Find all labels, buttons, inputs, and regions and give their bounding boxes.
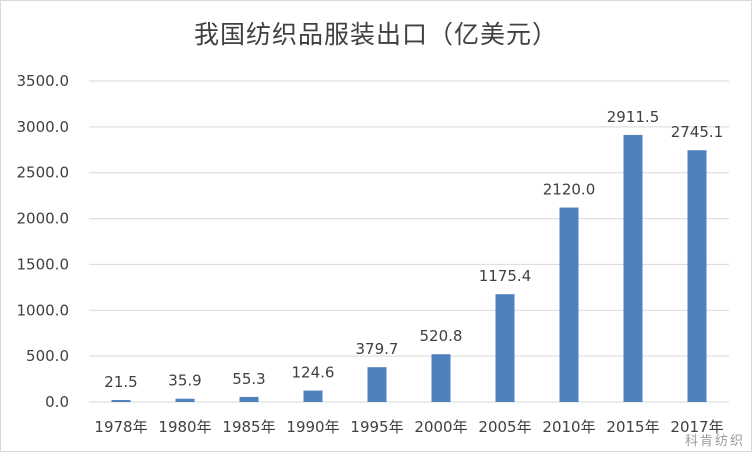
data-label: 21.5: [104, 373, 137, 391]
y-tick-label: 2000.0: [17, 210, 70, 228]
y-tick-label: 0.0: [45, 393, 69, 411]
y-tick-label: 1500.0: [17, 255, 70, 273]
x-tick-label: 1985年: [222, 418, 275, 436]
y-tick-label: 1000.0: [17, 301, 70, 319]
data-label: 1175.4: [479, 267, 532, 285]
bar: [623, 134, 643, 402]
data-label: 55.3: [232, 370, 265, 388]
x-tick-label: 1980年: [158, 418, 211, 436]
y-tick-label: 500.0: [26, 347, 69, 365]
bar: [175, 398, 195, 402]
x-tick-label: 1978年: [94, 418, 147, 436]
bar: [559, 207, 579, 402]
watermark-text: 科肯纺织: [684, 434, 745, 449]
data-label: 2745.1: [671, 123, 724, 141]
bar: [303, 390, 323, 402]
x-tick-label: 1990年: [286, 418, 339, 436]
data-label: 2120.0: [543, 181, 596, 199]
data-label: 2911.5: [607, 108, 660, 126]
y-tick-label: 3500.0: [17, 72, 70, 90]
x-tick-label: 2005年: [478, 418, 531, 436]
bar: [239, 396, 259, 402]
x-tick-label: 2000年: [414, 418, 467, 436]
data-label: 379.7: [356, 340, 399, 358]
x-tick-label: 2017年: [670, 418, 723, 436]
bar: [367, 367, 387, 402]
chart-title: 我国纺织品服装出口（亿美元）: [193, 20, 558, 49]
x-tick-label: 1995年: [350, 418, 403, 436]
x-tick-label: 2015年: [606, 418, 659, 436]
bar: [687, 150, 707, 402]
data-label: 520.8: [420, 327, 463, 345]
bar: [111, 400, 131, 402]
y-tick-label: 3000.0: [17, 118, 70, 136]
bar: [431, 354, 451, 402]
x-tick-label: 2010年: [542, 418, 595, 436]
data-label: 124.6: [292, 364, 335, 382]
bar: [495, 294, 515, 402]
y-tick-label: 2500.0: [17, 164, 70, 182]
data-label: 35.9: [168, 372, 201, 390]
